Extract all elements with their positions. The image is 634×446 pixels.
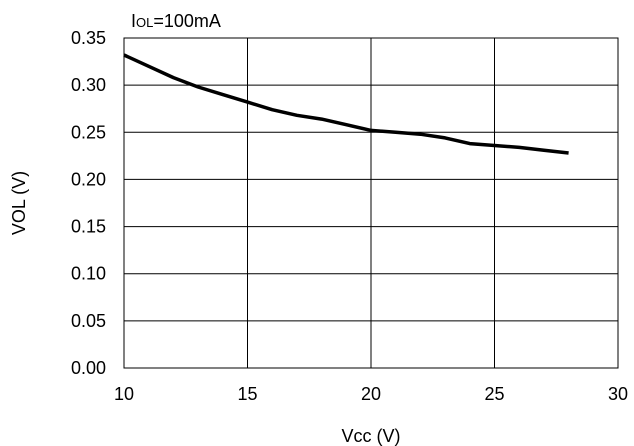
annotation-group: IOL=100mA: [125, 9, 227, 35]
plot-frame: [123, 37, 619, 369]
x-axis-title: Vcc (V): [341, 426, 400, 446]
series-group: [123, 53, 569, 155]
x-tick-label: 20: [361, 384, 381, 404]
x-tick-label: 15: [237, 384, 257, 404]
y-tick-label: 0.15: [71, 217, 106, 237]
y-tick-label: 0.35: [71, 28, 106, 48]
y-tick-labels: 0.00 0.05 0.10 0.15 0.20 0.25 0.30 0.35: [71, 28, 106, 378]
y-tick-label: 0.00: [71, 358, 106, 378]
x-tick-labels: 10 15 20 25 30: [114, 384, 628, 404]
y-tick-label: 0.30: [71, 75, 106, 95]
y-tick-label: 0.05: [71, 311, 106, 331]
y-axis-title: VOL (V): [9, 171, 29, 235]
annotation-prefix: I: [131, 11, 136, 31]
plot-border: [123, 37, 619, 369]
annotation-background: [125, 9, 227, 35]
annotation-subscript: OL: [136, 15, 153, 30]
annotation-suffix: =100mA: [153, 11, 221, 31]
data-line: [123, 53, 569, 155]
x-tick-label: 25: [484, 384, 504, 404]
x-tick-label: 10: [114, 384, 134, 404]
y-tick-label: 0.25: [71, 122, 106, 142]
grid-lines: [124, 38, 618, 368]
x-tick-label: 30: [608, 384, 628, 404]
y-tick-label: 0.10: [71, 264, 106, 284]
y-tick-label: 0.20: [71, 169, 106, 189]
annotation-label: IOL=100mA: [131, 11, 221, 31]
